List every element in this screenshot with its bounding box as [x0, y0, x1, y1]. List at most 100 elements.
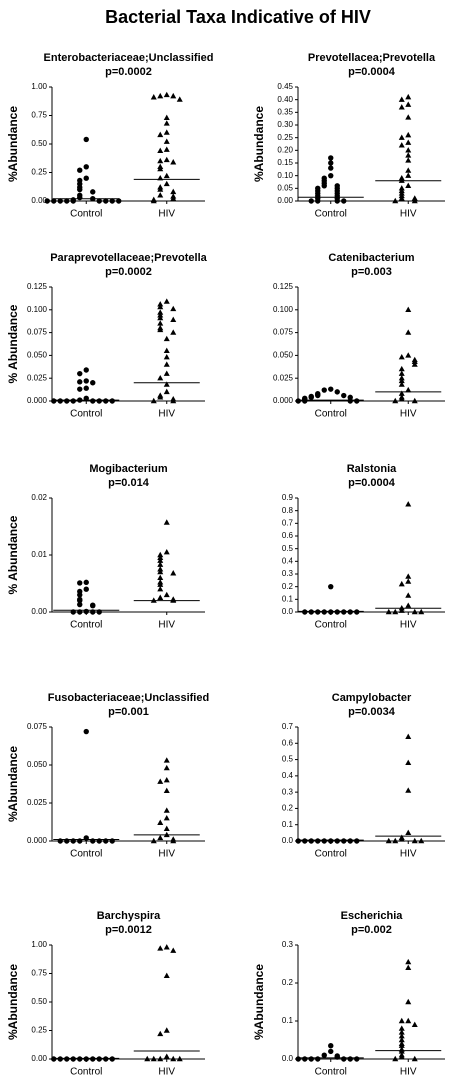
y-tick-label: 0.15	[277, 158, 293, 167]
data-point	[385, 608, 392, 615]
y-tick-label: 0.4	[282, 556, 294, 565]
x-tick-label: Control	[315, 409, 347, 420]
data-point	[157, 312, 164, 318]
data-point	[411, 837, 418, 844]
data-point	[157, 568, 164, 575]
data-point	[405, 501, 412, 507]
data-point	[90, 380, 96, 386]
panel-title: Enterobacteriaceae;Unclassified	[44, 52, 214, 64]
y-tick-label: 0.25	[31, 168, 47, 177]
data-point	[157, 92, 164, 99]
data-point	[405, 147, 412, 153]
y-tick-label: 0.3	[282, 940, 294, 949]
data-point	[385, 837, 392, 844]
data-point	[157, 834, 164, 841]
data-point	[150, 397, 157, 404]
y-tick-label: 0.1	[282, 594, 294, 603]
data-point	[77, 186, 83, 193]
data-point	[83, 175, 89, 181]
data-point	[51, 1056, 57, 1062]
data-point	[157, 303, 164, 310]
data-point	[398, 390, 405, 396]
data-point	[398, 836, 405, 842]
data-point	[157, 186, 164, 192]
data-point	[77, 580, 83, 586]
y-tick-label: 0.30	[277, 120, 293, 129]
data-point	[398, 1053, 405, 1060]
data-point	[398, 1029, 405, 1035]
data-point	[176, 1055, 183, 1062]
data-point	[405, 352, 412, 358]
data-point	[51, 198, 57, 204]
y-tick-label: 0.2	[282, 582, 294, 591]
data-point	[411, 361, 418, 367]
data-point	[83, 1056, 89, 1062]
y-tick-label: 0.5	[282, 544, 294, 553]
data-point	[354, 398, 360, 404]
x-tick-label: Control	[70, 409, 102, 420]
y-tick-label: 0.05	[277, 183, 293, 192]
data-point	[44, 198, 50, 204]
data-point	[163, 370, 170, 376]
y-tick-label: 1.00	[31, 82, 47, 91]
x-tick-label: Control	[70, 1067, 102, 1078]
data-point	[96, 1056, 102, 1062]
data-point	[328, 838, 334, 844]
x-tick-label: HIV	[158, 409, 175, 420]
data-point	[334, 1054, 340, 1060]
data-point	[64, 1056, 70, 1062]
data-point	[398, 607, 405, 613]
data-point	[295, 398, 301, 404]
data-point	[157, 301, 164, 307]
y-tick-label: 0.35	[277, 107, 293, 116]
data-point	[328, 160, 334, 166]
y-tick-label: 0.050	[27, 760, 48, 769]
data-point	[157, 574, 164, 580]
data-point	[398, 96, 405, 102]
data-point	[328, 386, 334, 392]
data-point	[405, 1017, 412, 1024]
data-point	[315, 198, 321, 204]
data-point	[398, 375, 405, 381]
data-point	[77, 370, 83, 377]
data-point	[308, 609, 314, 615]
data-point	[77, 1056, 83, 1062]
data-point	[77, 167, 83, 173]
data-point	[321, 609, 327, 615]
panel-subtitle: p=0.001	[108, 706, 149, 718]
data-point	[77, 194, 83, 201]
data-point	[157, 157, 164, 164]
y-tick-label: 0.1	[282, 1016, 294, 1025]
data-point	[163, 361, 170, 367]
data-point	[103, 1056, 109, 1062]
y-tick-label: 0.125	[273, 282, 294, 291]
data-point	[163, 1027, 170, 1033]
y-tick-label: 0.1	[282, 820, 294, 829]
x-tick-label: HIV	[400, 1067, 417, 1078]
data-point	[96, 198, 102, 204]
data-point	[341, 609, 347, 615]
data-point	[321, 183, 327, 189]
data-point	[77, 592, 83, 598]
data-point	[157, 309, 164, 315]
y-tick-label: 0.20	[277, 145, 293, 154]
data-point	[83, 136, 89, 143]
data-point	[163, 764, 170, 771]
y-axis-label: %Abundance	[6, 746, 20, 822]
data-point	[321, 838, 327, 844]
data-point	[90, 1056, 96, 1062]
data-point	[150, 1055, 157, 1062]
data-point	[405, 182, 412, 188]
data-point	[398, 1042, 405, 1048]
data-point	[405, 306, 412, 312]
y-tick-label: 0.2	[282, 804, 294, 813]
data-point	[83, 378, 89, 384]
y-tick-label: 0.0	[282, 1054, 294, 1063]
y-axis-label: % Abundance	[6, 515, 20, 594]
data-point	[354, 838, 360, 844]
data-point	[163, 91, 170, 98]
data-point	[308, 1056, 314, 1062]
data-point	[405, 602, 412, 608]
data-point	[302, 1056, 308, 1062]
